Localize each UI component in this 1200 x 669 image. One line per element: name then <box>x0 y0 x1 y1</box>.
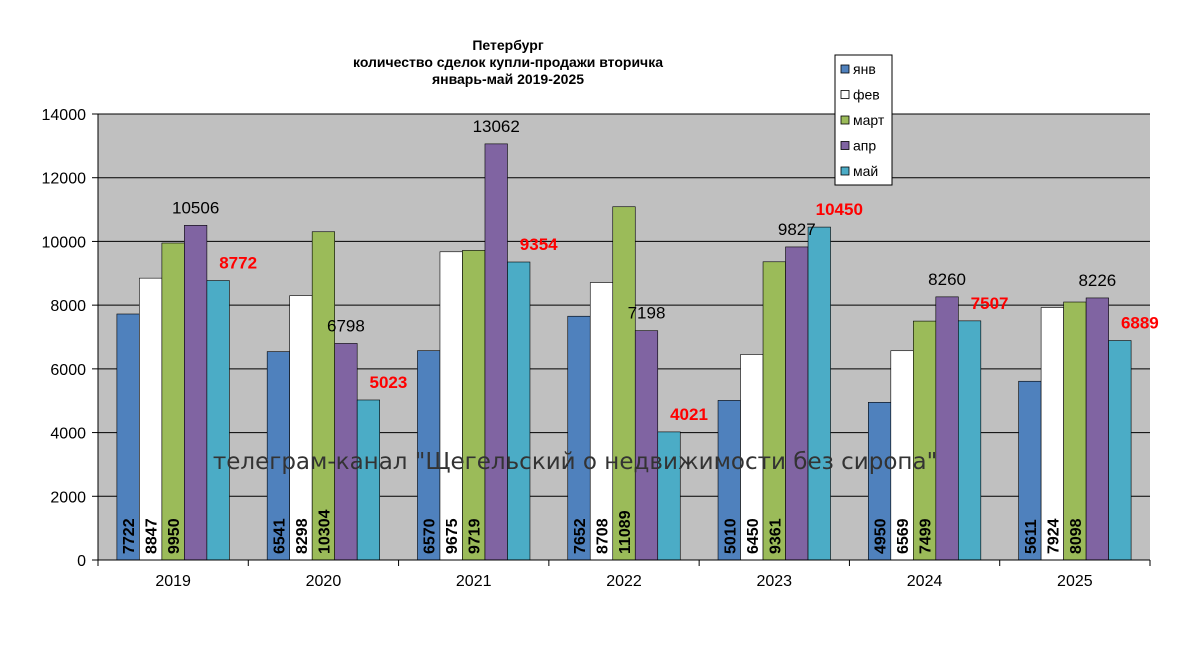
bar-2019-март <box>161 242 185 561</box>
inside-label-2021-янв: 6570 <box>422 518 439 554</box>
inside-label-2021-март: 9719 <box>467 518 484 554</box>
y-tick-label: 4000 <box>50 426 86 443</box>
legend-swatch-апр <box>840 141 850 150</box>
top-label-2022-май: 4021 <box>670 405 708 424</box>
x-tick-label: 2020 <box>306 573 342 590</box>
top-label-2025-май: 6889 <box>1121 314 1159 333</box>
y-tick-label: 2000 <box>50 489 86 506</box>
chart-title: Петербург количество сделок купли-продаж… <box>353 37 663 87</box>
inside-label-2023-янв: 5010 <box>722 518 739 554</box>
bar-2025-апр <box>1085 297 1109 561</box>
bar-2020-май <box>356 399 380 561</box>
x-tick-label: 2019 <box>155 573 191 590</box>
inside-label-2021-фев: 9675 <box>444 518 461 554</box>
bar-2024-май <box>958 320 982 561</box>
bar-2023-март <box>762 261 786 561</box>
inside-label-2025-янв: 5611 <box>1023 519 1040 554</box>
inside-label-2019-март: 9950 <box>166 518 183 554</box>
y-tick-label: 0 <box>77 553 86 570</box>
chart-title-line-1: Петербург <box>472 37 543 53</box>
x-tick-label: 2025 <box>1057 573 1093 590</box>
inside-label-2019-янв: 7722 <box>121 518 138 554</box>
inside-label-2022-янв: 7652 <box>572 518 589 554</box>
inside-label-2025-фев: 7924 <box>1045 518 1062 554</box>
y-tick-label: 6000 <box>50 362 86 379</box>
bar-2021-апр <box>484 143 508 561</box>
y-tick-label: 14000 <box>42 107 87 124</box>
inside-label-2020-фев: 8298 <box>294 518 311 554</box>
top-label-2025-апр: 8226 <box>1078 271 1116 290</box>
top-label-2024-май: 7507 <box>971 294 1009 313</box>
inside-label-2022-фев: 8708 <box>595 518 612 554</box>
y-tick-label: 12000 <box>42 171 87 188</box>
y-tick-label: 8000 <box>50 298 86 315</box>
inside-label-2022-март: 11089 <box>617 510 634 554</box>
top-label-2021-май: 9354 <box>520 235 558 254</box>
bar-2021-май <box>507 261 531 561</box>
top-label-2022-апр: 7198 <box>628 304 666 323</box>
bar-2022-март <box>612 206 636 561</box>
top-label-2023-апр: 9827 <box>778 220 816 239</box>
legend-swatch-май <box>840 166 850 176</box>
bar-2025-май <box>1108 340 1132 561</box>
watermark-text: телеграм-канал "Щегельский о недвижимост… <box>213 449 937 475</box>
inside-label-2019-фев: 8847 <box>144 518 161 554</box>
inside-label-2025-март: 8098 <box>1068 518 1085 554</box>
inside-label-2020-янв: 6541 <box>271 518 288 554</box>
x-tick-label: 2024 <box>907 573 943 590</box>
bar-2019-апр <box>184 225 208 561</box>
chart-title-line-3: январь-май 2019-2025 <box>432 71 584 87</box>
bar-2023-апр <box>785 246 809 561</box>
top-label-2024-апр: 8260 <box>928 270 966 289</box>
top-label-2019-апр: 10506 <box>172 198 219 217</box>
bar-2019-фев <box>139 277 163 561</box>
y-axis-ticks: 0 2000 4000 6000 8000 10000 12000 14000 <box>42 107 98 570</box>
x-tick-label: 2021 <box>456 573 492 590</box>
x-axis-ticks: 2019 2020 2021 2022 2023 2024 2025 <box>97 560 1151 590</box>
bar-2021-фев <box>439 251 463 561</box>
inside-label-2023-фев: 6450 <box>745 518 762 554</box>
bar-2023-май <box>807 226 831 561</box>
legend: янв фев март апр май <box>834 54 893 186</box>
legend-swatch-фев <box>840 90 850 99</box>
bar-2024-апр <box>935 296 959 561</box>
inside-label-2024-фев: 6569 <box>895 518 912 554</box>
legend-label-фев: фев <box>853 87 880 103</box>
bar-2022-апр <box>634 330 659 561</box>
legend-label-март: март <box>853 112 885 128</box>
top-label-2023-май: 10450 <box>816 200 863 219</box>
y-tick-label: 10000 <box>42 234 87 251</box>
inside-label-2024-март: 7499 <box>918 518 935 554</box>
bars <box>116 143 1132 561</box>
x-tick-label: 2023 <box>756 573 792 590</box>
bar-2022-фев <box>589 282 614 561</box>
legend-label-май: май <box>853 163 878 179</box>
bar-2021-март <box>462 250 486 561</box>
top-label-2021-апр: 13062 <box>473 117 520 136</box>
inside-label-2024-янв: 4950 <box>873 518 890 554</box>
top-label-2019-май: 8772 <box>219 254 257 273</box>
axes <box>97 114 1150 561</box>
data-labels: 7722 8847 9950 10506 8772 6541 8298 10304 6798 50… <box>121 117 1159 554</box>
legend-swatch-янв <box>840 64 850 74</box>
top-label-2020-апр: 6798 <box>327 316 365 335</box>
bar-2019-май <box>206 280 230 561</box>
legend-label-янв: янв <box>853 61 876 77</box>
chart-title-line-2: количество сделок купли-продажи вторичка <box>353 54 663 70</box>
legend-swatch-март <box>840 115 850 125</box>
inside-label-2020-март: 10304 <box>316 509 333 554</box>
legend-label-апр: апр <box>853 138 876 154</box>
x-tick-label: 2022 <box>606 573 642 590</box>
inside-label-2023-март: 9361 <box>767 518 784 554</box>
top-label-2020-май: 5023 <box>370 373 408 392</box>
